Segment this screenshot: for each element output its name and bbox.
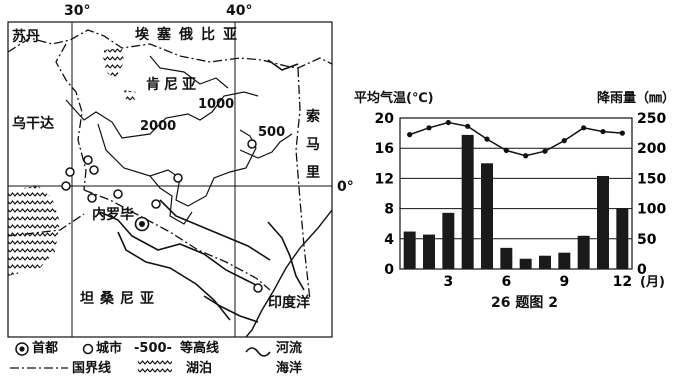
rainfall-bar: [519, 258, 532, 269]
temperature-tick-label: 16: [375, 141, 394, 157]
chart-caption: 26 题图 2: [491, 295, 558, 311]
temperature-point: [561, 138, 567, 144]
temperature-point: [407, 132, 413, 138]
contour-lines: [65, 55, 293, 225]
contour-2000: 2000: [140, 119, 177, 134]
chart-left-axis-label: 平均气温(℃): [354, 91, 434, 106]
country-uganda: 乌干达: [12, 116, 54, 132]
month-tick-label: 6: [501, 274, 511, 290]
longitude-40-label: 40°: [226, 3, 253, 19]
rainfall-bar: [500, 247, 513, 269]
rainfall-bar: [481, 163, 493, 269]
temperature-point: [581, 125, 587, 131]
temperature-point: [426, 125, 432, 131]
rainfall-bar: [539, 255, 551, 269]
temperature-point: [619, 130, 625, 136]
city-nairobi: 内罗毕: [92, 207, 134, 223]
rainfall-tick-label: 50: [637, 232, 657, 248]
legend-ocean: 海洋: [276, 361, 303, 376]
rainfall-tick-label: 250: [637, 111, 666, 127]
month-tick-label: 3: [443, 274, 453, 290]
legend-river: 河流: [276, 341, 303, 356]
temperature-tick-label: 8: [384, 202, 394, 218]
lake-turkana: [103, 48, 124, 78]
temperature-point: [600, 128, 606, 135]
longitude-30-label: 30°: [64, 3, 91, 19]
lake-victoria: [8, 186, 60, 276]
capital-nairobi: [134, 216, 150, 232]
rainfall-bar: [403, 231, 416, 269]
map-frame: [7, 21, 333, 338]
contour-500: 500: [258, 125, 286, 140]
legend-capital: 首都: [32, 341, 59, 356]
rivers: [99, 59, 305, 323]
legend-lake: 湖泊: [186, 361, 213, 376]
legend-contour-sample: -500-: [134, 341, 172, 356]
ocean-label: 印度洋: [268, 295, 310, 311]
rainfall-tick-label: 200: [637, 141, 666, 157]
country-borders: [7, 29, 333, 301]
temperature-tick-label: 0: [384, 262, 394, 278]
country-sudan: 苏丹: [12, 29, 40, 45]
rainfall-bar: [558, 252, 571, 269]
equator-label: 0°: [337, 179, 354, 195]
temperature-point: [503, 147, 509, 154]
chart-right-axis-label: 降雨量（㎜）: [597, 91, 676, 106]
temperature-line: [409, 121, 623, 157]
country-somalia-1: 索: [306, 109, 320, 125]
rainfall-bar: [597, 175, 609, 269]
coastline: [245, 209, 333, 338]
rainfall-tick-label: 150: [637, 171, 666, 187]
lake-small: [124, 90, 136, 104]
country-ethiopia: 埃塞俄比亚: [135, 27, 245, 43]
rainfall-tick-label: 0: [637, 262, 647, 278]
rainfall-bar: [461, 134, 474, 269]
temperature-point: [465, 123, 471, 129]
chart-x-unit: (月): [640, 275, 665, 290]
temperature-point: [484, 136, 490, 142]
country-tanzania: 坦桑尼亚: [80, 291, 160, 307]
legend-symbols: [10, 342, 271, 376]
cities: [61, 139, 263, 293]
legend-city: 城市: [96, 341, 123, 356]
month-tick-label: 12: [613, 274, 632, 290]
legend-contour: 等高线: [180, 341, 220, 356]
country-somalia-2: 马: [306, 137, 320, 153]
chart-frame: [399, 117, 633, 270]
rainfall-bar: [616, 207, 629, 269]
rainfall-bar: [423, 234, 435, 269]
temperature-tick-label: 4: [384, 232, 394, 248]
country-somalia-3: 里: [306, 165, 320, 181]
contour-1000: 1000: [198, 97, 235, 112]
temperature-point: [445, 119, 451, 126]
rainfall-bar: [442, 212, 455, 269]
temperature-tick-label: 12: [375, 171, 394, 187]
country-kenya: 肯尼亚: [146, 77, 200, 93]
rainfall-tick-label: 100: [637, 202, 666, 218]
temperature-point: [523, 153, 529, 159]
temperature-tick-label: 20: [375, 111, 395, 127]
month-tick-label: 9: [559, 274, 569, 290]
temperature-point: [542, 148, 548, 154]
rainfall-bar: [577, 235, 590, 269]
legend-border: 国界线: [72, 361, 112, 376]
